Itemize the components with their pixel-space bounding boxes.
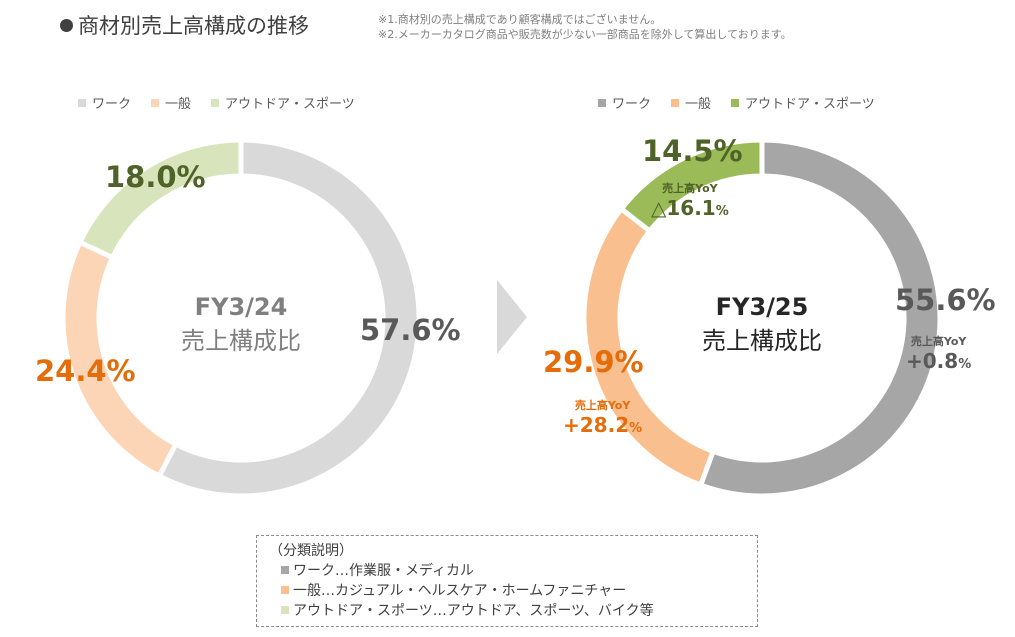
legend-swatch-work <box>78 98 86 107</box>
yoy-value-work-main: +0.8 <box>906 349 959 373</box>
classification-text-general: 一般…カジュアル・ヘルスケア・ホームファニチャー <box>293 583 627 599</box>
yoy-outdoor: 売上高YoY △16.1% <box>651 180 729 220</box>
donut-slice-fy24-work <box>155 137 422 499</box>
donut-slice-fy24-outdoor <box>76 137 244 261</box>
center-subtitle-fy24: 売上構成比 <box>181 327 301 355</box>
yoy-value-work: +0.8% <box>906 349 971 373</box>
legend-label-work: ワーク <box>612 97 652 112</box>
legend-swatch-outdoor <box>731 98 740 107</box>
legend-item-outdoor: アウトドア・スポーツ <box>211 93 355 112</box>
yoy-value-work-unit: % <box>958 357 972 372</box>
center-title-fy24: FY3/24 <box>194 293 288 321</box>
label-fy25-work: 55.6% <box>895 283 996 317</box>
center-label-fy24: FY3/24 売上構成比 <box>141 293 341 356</box>
classification-text-work: ワーク…作業服・メディカル <box>293 563 475 579</box>
label-fy24-general: 24.4% <box>35 354 136 388</box>
yoy-general: 売上高YoY +28.2% <box>563 397 642 437</box>
yoy-value-general: +28.2% <box>563 413 642 437</box>
page-title: 商材別売上高構成の推移 <box>60 10 309 40</box>
yoy-title: 売上高YoY <box>574 399 631 412</box>
classification-box: （分類説明） ワーク…作業服・メディカル 一般…カジュアル・ヘルスケア・ホームフ… <box>256 535 758 627</box>
label-fy24-work: 57.6% <box>360 313 461 347</box>
bullet-icon <box>60 19 73 32</box>
square-icon <box>281 566 289 574</box>
legend-label-general: 一般 <box>165 97 192 112</box>
classification-row-outdoor: アウトドア・スポーツ…アウトドア、スポーツ、バイク等 <box>281 600 654 620</box>
page-title-text: 商材別売上高構成の推移 <box>78 14 309 38</box>
legend-swatch-general <box>151 98 160 107</box>
square-icon <box>281 606 289 614</box>
yoy-value-outdoor-unit: % <box>715 204 729 219</box>
arrow-right-icon <box>497 280 527 354</box>
legend-item-work: ワーク <box>598 93 651 112</box>
legend-swatch-general <box>671 98 680 107</box>
square-icon <box>281 586 289 594</box>
legend-label-work: ワーク <box>92 97 132 112</box>
center-title-fy25: FY3/25 <box>715 293 809 321</box>
yoy-title: 売上高YoY <box>910 335 967 348</box>
legend-item-general: 一般 <box>671 93 711 112</box>
legend-item-outdoor: アウトドア・スポーツ <box>731 93 875 112</box>
donut-slice-fy25-outdoor <box>617 137 765 235</box>
legend-fy24: ワーク 一般 アウトドア・スポーツ <box>78 93 355 112</box>
legend-label-general: 一般 <box>685 97 712 112</box>
yoy-value-general-main: +28.2 <box>563 413 630 437</box>
legend-label-outdoor: アウトドア・スポーツ <box>225 97 355 112</box>
classification-text-outdoor: アウトドア・スポーツ…アウトドア、スポーツ、バイク等 <box>293 603 654 619</box>
center-subtitle-fy25: 売上構成比 <box>702 327 822 355</box>
legend-swatch-outdoor <box>211 98 220 107</box>
footnote-2: ※2.メーカーカタログ商品や販売数が少ない一部商品を除外して算出しております。 <box>378 28 792 41</box>
legend-fy25: ワーク 一般 アウトドア・スポーツ <box>598 93 875 112</box>
yoy-value-general-unit: % <box>629 421 643 436</box>
yoy-work: 売上高YoY +0.8% <box>906 333 971 373</box>
legend-item-work: ワーク <box>78 93 131 112</box>
classification-heading: （分類説明） <box>269 543 353 559</box>
legend-item-general: 一般 <box>151 93 191 112</box>
legend-swatch-work <box>598 98 606 107</box>
footnotes: ※1.商材別の売上構成であり顧客構成ではございません。 ※2.メーカーカタログ商… <box>378 12 792 42</box>
label-fy25-general: 29.9% <box>543 345 644 379</box>
donut-slice-fy25-work <box>697 137 943 499</box>
label-fy24-outdoor: 18.0% <box>105 160 206 194</box>
legend-label-outdoor: アウトドア・スポーツ <box>745 97 875 112</box>
center-label-fy25: FY3/25 売上構成比 <box>662 293 862 356</box>
yoy-value-outdoor-main: △16.1 <box>651 196 716 220</box>
label-fy25-outdoor: 14.5% <box>642 134 743 168</box>
classification-row-general: 一般…カジュアル・ヘルスケア・ホームファニチャー <box>281 580 626 600</box>
yoy-title: 売上高YoY <box>662 182 718 195</box>
footnote-1: ※1.商材別の売上構成であり顧客構成ではございません。 <box>378 13 662 26</box>
classification-row-work: ワーク…作業服・メディカル <box>281 560 474 580</box>
yoy-value-outdoor: △16.1% <box>651 196 729 220</box>
